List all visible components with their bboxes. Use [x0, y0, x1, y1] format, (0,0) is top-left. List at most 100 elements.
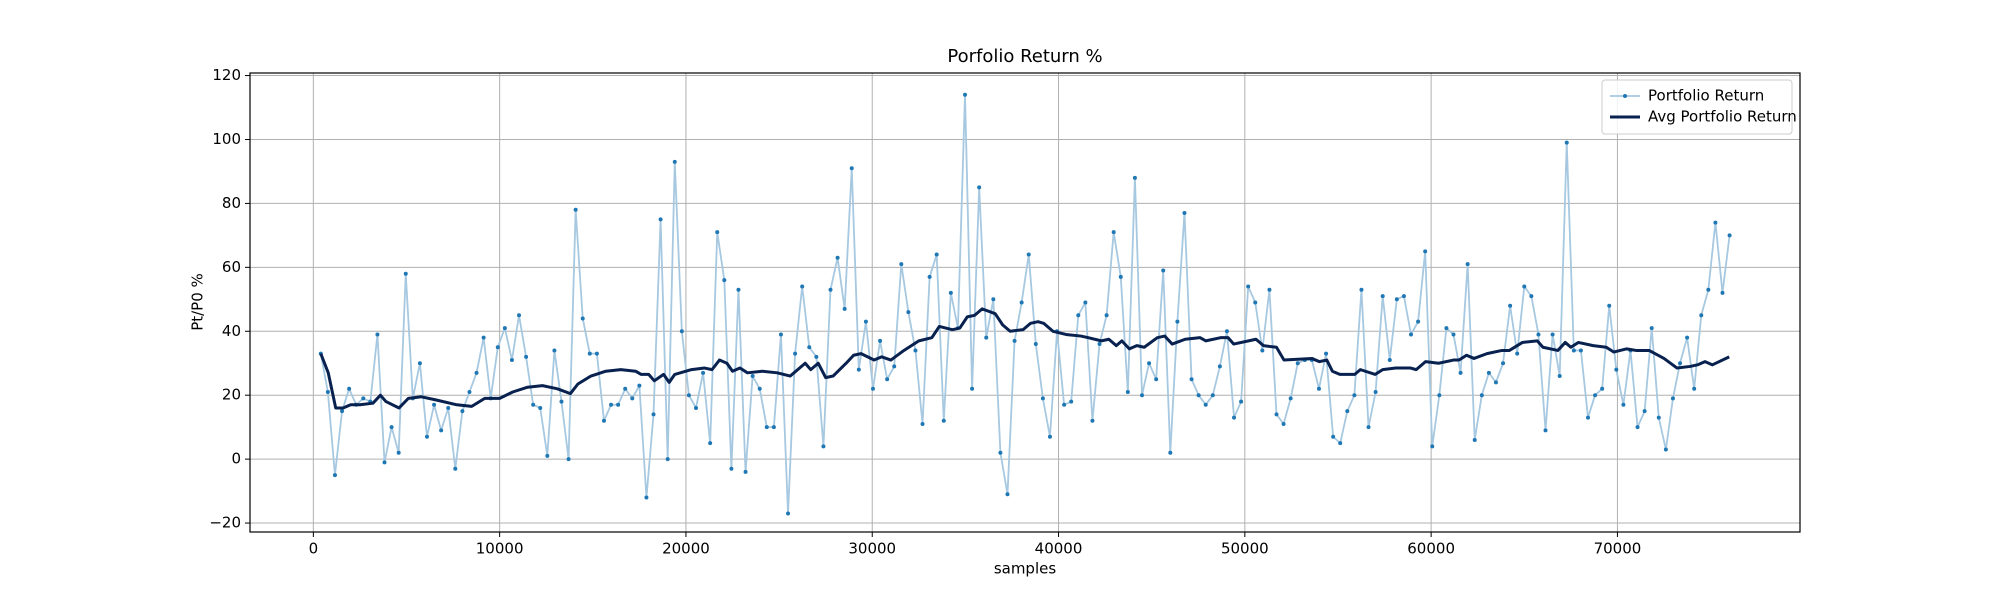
data-point — [531, 402, 536, 407]
data-point — [1713, 220, 1718, 225]
data-point — [1501, 361, 1506, 366]
data-point — [807, 345, 812, 350]
data-point — [1678, 361, 1683, 366]
x-tick-label: 10000 — [476, 540, 524, 558]
data-point — [708, 441, 713, 446]
x-tick-label: 50000 — [1221, 540, 1269, 558]
data-point — [1720, 290, 1725, 295]
data-point — [1005, 492, 1010, 497]
data-point — [1557, 374, 1562, 379]
data-point — [757, 386, 762, 391]
data-point — [1352, 393, 1357, 398]
data-point — [1168, 450, 1173, 455]
data-point — [552, 348, 557, 353]
data-point — [1550, 332, 1555, 337]
data-point — [1359, 287, 1364, 292]
data-point — [963, 92, 968, 97]
data-point — [502, 326, 507, 331]
data-point — [991, 297, 996, 302]
data-point — [566, 457, 571, 462]
y-tick-label: 0 — [231, 450, 241, 468]
data-point — [906, 310, 911, 315]
data-point — [722, 278, 727, 283]
data-point — [1571, 348, 1576, 353]
data-point — [778, 332, 783, 337]
data-point — [389, 425, 394, 430]
data-point — [941, 418, 946, 423]
data-point — [1699, 313, 1704, 318]
data-point — [1486, 370, 1491, 375]
data-point — [750, 374, 755, 379]
data-point — [814, 354, 819, 359]
data-point — [1232, 415, 1237, 420]
data-point — [396, 450, 401, 455]
data-point — [1182, 211, 1187, 216]
y-tick-label: 120 — [212, 66, 241, 84]
data-point — [1161, 268, 1166, 273]
data-point — [1600, 386, 1605, 391]
data-point — [1649, 326, 1654, 331]
data-point — [446, 405, 451, 410]
legend-marker — [1623, 94, 1627, 98]
data-point — [545, 453, 550, 458]
data-point — [1663, 447, 1668, 452]
data-point — [460, 409, 465, 414]
data-point — [1224, 329, 1229, 334]
data-point — [1069, 399, 1074, 404]
data-point — [524, 354, 529, 359]
data-point — [1642, 409, 1647, 414]
data-point — [573, 207, 578, 212]
data-point — [1331, 434, 1336, 439]
data-point — [623, 386, 628, 391]
y-axis-label: Pt/P0 % — [189, 273, 207, 331]
data-point — [913, 348, 918, 353]
data-point — [1430, 444, 1435, 449]
legend-box — [1601, 79, 1793, 135]
data-point — [1090, 418, 1095, 423]
data-point — [920, 421, 925, 426]
data-point — [793, 351, 798, 356]
data-point — [1564, 140, 1569, 145]
data-point — [1543, 428, 1548, 433]
data-point — [1062, 402, 1067, 407]
data-point — [1692, 386, 1697, 391]
data-point — [828, 287, 833, 292]
data-point — [1154, 377, 1159, 382]
data-point — [651, 412, 656, 417]
data-point — [509, 358, 514, 363]
data-point — [665, 457, 670, 462]
y-tick-label: −20 — [209, 514, 241, 532]
data-point — [1217, 364, 1222, 369]
data-point — [1147, 361, 1152, 366]
data-point — [1423, 249, 1428, 254]
data-point — [1203, 402, 1208, 407]
data-point — [1437, 393, 1442, 398]
data-point — [715, 230, 720, 235]
data-point — [1387, 358, 1392, 363]
data-point — [1281, 421, 1286, 426]
data-point — [1076, 313, 1081, 318]
y-tick-label: 60 — [222, 258, 241, 276]
data-point — [630, 396, 635, 401]
data-point — [594, 351, 599, 356]
data-point — [693, 405, 698, 410]
data-point — [1047, 434, 1052, 439]
data-point — [1111, 230, 1116, 235]
data-point — [1366, 425, 1371, 430]
data-point — [1479, 393, 1484, 398]
data-point — [1189, 377, 1194, 382]
y-tick-label: 40 — [222, 322, 241, 340]
y-tick-label: 20 — [222, 386, 241, 404]
data-point — [644, 495, 649, 500]
data-point — [821, 444, 826, 449]
data-point — [856, 367, 861, 372]
data-point — [517, 313, 522, 318]
data-point — [736, 287, 741, 292]
data-point — [892, 364, 897, 369]
data-point — [1239, 399, 1244, 404]
data-point — [1458, 370, 1463, 375]
data-point — [885, 377, 890, 382]
data-point — [679, 329, 684, 334]
data-point — [863, 319, 868, 324]
data-point — [1394, 297, 1399, 302]
